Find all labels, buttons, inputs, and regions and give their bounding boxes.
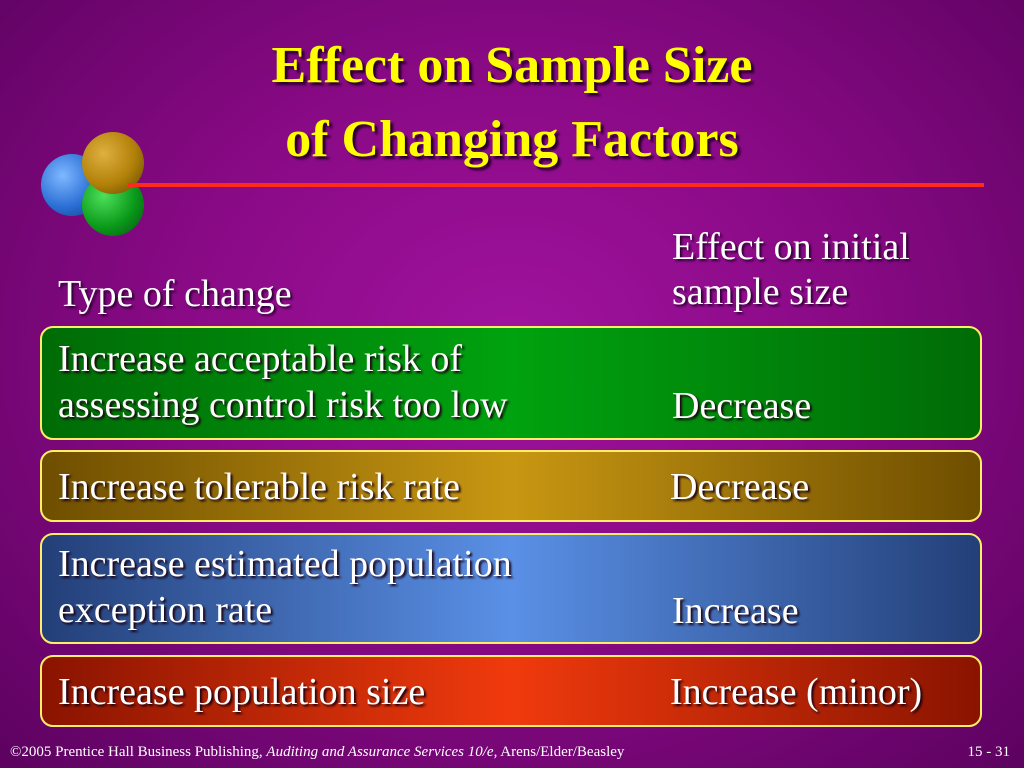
footer-authors: Arens/Elder/Beasley (500, 744, 625, 760)
change-text: Increase acceptable risk of assessing co… (58, 336, 508, 428)
page-number: 15 - 31 (967, 744, 1011, 760)
slide-title-line1: Effect on Sample Size (271, 37, 753, 94)
slide-title-line2: of Changing Factors (285, 111, 739, 168)
effect-text: Decrease (672, 385, 812, 427)
change-text: Increase tolerable risk rate (58, 466, 460, 508)
header-effect-line1: Effect on initial (672, 226, 910, 268)
factor-row-population-size: Increase population size Increase (minor… (40, 655, 982, 727)
header-effect: Effect on initial sample size (672, 225, 910, 315)
effect-text: Decrease (670, 466, 810, 508)
factor-row-exception-rate: Increase estimated population exception … (40, 533, 982, 644)
effect-text: Increase (672, 590, 799, 632)
title-underline (128, 183, 984, 187)
effect-text: Increase (minor) (670, 671, 923, 713)
factor-row-acceptable-risk: Increase acceptable risk of assessing co… (40, 326, 982, 440)
factor-row-tolerable-risk: Increase tolerable risk rate Decrease (40, 450, 982, 522)
header-effect-line2: sample size (672, 271, 849, 313)
change-text: Increase estimated population exception … (58, 541, 512, 633)
footer-book-title: Auditing and Assurance Services 10/e, (266, 744, 498, 760)
change-line1: Increase estimated population (58, 543, 512, 585)
change-line1: Increase acceptable risk of (58, 338, 463, 380)
header-type-of-change: Type of change (58, 273, 292, 315)
change-line2: exception rate (58, 589, 273, 631)
footer-copyright: ©2005 Prentice Hall Business Publishing, (10, 744, 263, 760)
change-text: Increase population size (58, 671, 426, 713)
change-line2: assessing control risk too low (58, 384, 508, 426)
footer-citation: ©2005 Prentice Hall Business Publishing,… (10, 743, 624, 761)
